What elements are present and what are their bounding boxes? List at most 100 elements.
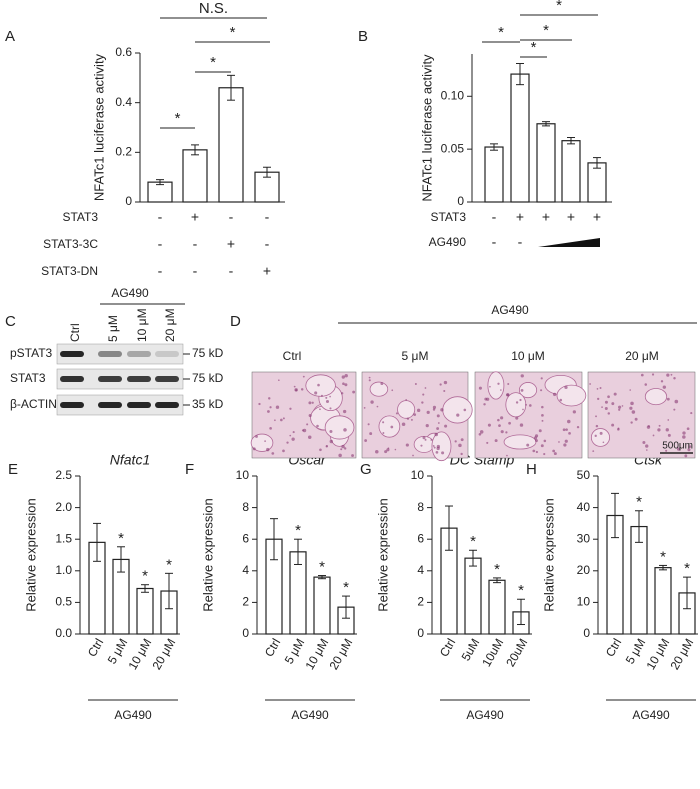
cell-dot xyxy=(425,424,429,428)
significance-label: * xyxy=(556,0,562,14)
error-bar xyxy=(635,510,643,543)
error-bar xyxy=(567,137,575,145)
cell-dot xyxy=(460,452,463,456)
cell-dot xyxy=(317,383,320,387)
osteoclast xyxy=(556,384,587,407)
cell-dot xyxy=(306,423,309,426)
x-tick-label: Ctrl xyxy=(437,636,458,659)
condition-value: - xyxy=(158,236,163,252)
cell-dot xyxy=(340,448,343,451)
cell-dot xyxy=(311,401,314,404)
cell-dot xyxy=(611,402,615,406)
micrograph xyxy=(474,371,587,459)
y-tick-label: 0.4 xyxy=(115,95,132,109)
cell-dot xyxy=(645,449,648,451)
cell-dot xyxy=(443,389,446,393)
cell-dot xyxy=(344,447,347,450)
osteoclast xyxy=(505,392,527,418)
error-bar xyxy=(191,144,199,156)
cell-dot xyxy=(264,440,266,443)
cell-dot xyxy=(520,388,524,392)
cell-dot xyxy=(629,389,632,391)
cell-dot xyxy=(529,404,532,407)
y-tick-label: 10 xyxy=(236,468,250,482)
cell-dot xyxy=(293,385,296,388)
cell-dot xyxy=(395,412,398,415)
cell-dot xyxy=(342,409,347,414)
cell-dot xyxy=(507,382,510,385)
bar xyxy=(654,567,672,635)
y-tick-label: 0 xyxy=(242,626,249,640)
cell-dot xyxy=(652,434,655,437)
cell-dot xyxy=(533,436,538,440)
cell-dot xyxy=(558,441,560,443)
cell-dot xyxy=(368,376,371,379)
cell-dot xyxy=(520,374,524,378)
cell-dot xyxy=(540,444,544,448)
cell-dot xyxy=(301,429,304,432)
image-label: 10 μM xyxy=(511,349,545,363)
error-bar xyxy=(517,598,525,626)
cell-dot xyxy=(454,440,457,443)
cell-dot xyxy=(483,403,486,406)
error-bar xyxy=(490,143,498,151)
cell-dot xyxy=(367,423,370,426)
cell-dot xyxy=(515,416,519,420)
cell-dot xyxy=(604,407,608,411)
cell-dot xyxy=(435,450,439,454)
blot-band xyxy=(60,402,84,408)
cell-dot xyxy=(436,427,440,430)
cell-dot xyxy=(658,424,661,427)
cell-dot xyxy=(344,383,348,387)
y-axis-label: NFATc1 luciferase activity xyxy=(91,53,106,201)
cell-dot xyxy=(319,448,322,452)
osteoclast xyxy=(369,381,389,397)
cell-dot xyxy=(325,445,328,448)
error-bar xyxy=(542,121,550,127)
x-tick-label: 5uM xyxy=(459,636,483,663)
osteoclast xyxy=(442,396,473,424)
y-tick-label: 0.10 xyxy=(441,88,465,102)
blot-band xyxy=(60,351,84,357)
cell-dot xyxy=(515,401,519,404)
treatment-label: AG490 xyxy=(111,286,149,300)
significance-label: * xyxy=(295,522,301,539)
significance-label: * xyxy=(498,24,504,41)
cell-dot xyxy=(319,408,321,411)
cell-dot xyxy=(414,383,417,386)
y-axis-label: Relative expression xyxy=(23,498,38,611)
cell-dot xyxy=(440,408,444,412)
cell-dot xyxy=(541,413,544,417)
cell-dot xyxy=(258,402,261,406)
y-tick-label: 1.0 xyxy=(55,563,72,577)
y-tick-label: 10 xyxy=(411,468,425,482)
y-tick-label: 4 xyxy=(417,563,424,577)
panel-letter: G xyxy=(360,461,372,478)
cell-dot xyxy=(562,428,566,432)
significance-label: * xyxy=(175,110,181,127)
error-bar xyxy=(165,572,173,610)
error-bar xyxy=(516,63,524,86)
osteoclast xyxy=(487,371,505,400)
y-axis-label: Relative expression xyxy=(200,498,215,611)
cell-dot xyxy=(384,450,388,454)
condition-value: + xyxy=(542,209,550,225)
cell-dot xyxy=(316,424,319,428)
cell-dot xyxy=(552,449,556,453)
significance-label: * xyxy=(543,22,549,39)
cell-dot xyxy=(535,439,538,443)
significance-label: * xyxy=(636,494,642,511)
bar xyxy=(313,576,331,635)
micrograph xyxy=(361,371,473,462)
cell-dot xyxy=(559,398,563,402)
cell-dot xyxy=(370,400,374,404)
x-tick-label: 10 μM xyxy=(643,636,672,672)
cell-dot xyxy=(674,399,679,404)
x-tick-label: Ctrl xyxy=(603,636,624,659)
bar xyxy=(464,557,482,635)
cell-dot xyxy=(541,419,544,422)
cell-dot xyxy=(500,416,504,420)
y-tick-label: 1.5 xyxy=(55,531,72,545)
cell-dot xyxy=(644,383,648,386)
cell-dot xyxy=(463,408,467,412)
